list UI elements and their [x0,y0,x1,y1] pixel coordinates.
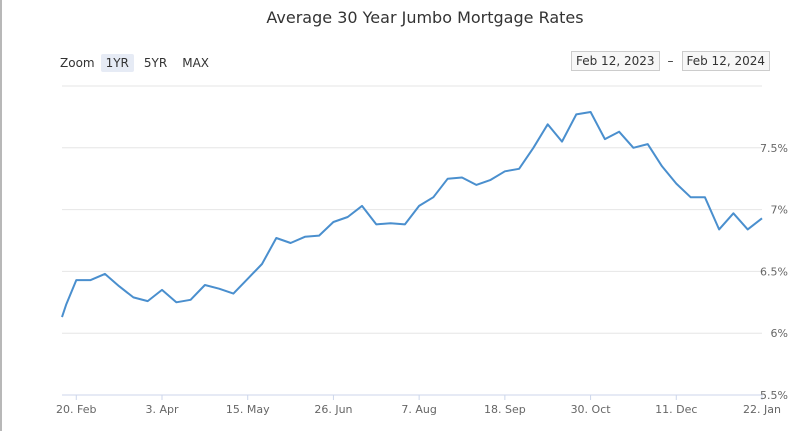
x-axis-ticks: 20. Feb 3. Apr 15. May 26. Jun 7. Aug 18. Sep… [56,395,781,416]
rate-line [61,111,763,318]
x-tick-label: 30. Oct [571,403,612,416]
x-tick-label: 11. Dec [655,403,697,416]
x-tick-label: 7. Aug [401,403,436,416]
zoom-bar: Zoom 1YR 5YR MAX [60,53,219,73]
chart-title: Average 30 Year Jumbo Mortgage Rates [266,8,584,27]
x-tick-label: 3. Apr [145,403,178,416]
zoom-label: Zoom [60,56,95,70]
y-tick-label: 5.5% [760,389,788,402]
frame-left-border [0,0,2,431]
zoom-5yr-button[interactable]: 5YR [143,56,168,70]
x-tick-label: 15. May [226,403,270,416]
y-tick-label: 6% [771,327,788,340]
x-tick-label: 20. Feb [56,403,96,416]
date-range: Feb 12, 2023 – Feb 12, 2024 [571,51,770,71]
range-from-input[interactable]: Feb 12, 2023 [571,51,660,71]
zoom-max-button[interactable]: MAX [182,56,210,70]
y-tick-label: 6.5% [760,265,788,278]
y-tick-label: 7.5% [760,142,788,155]
range-to-input[interactable]: Feb 12, 2024 [681,51,770,71]
y-axis-ticks: 5.5% 6% 6.5% 7% 7.5% [760,142,788,402]
y-tick-label: 7% [771,204,788,217]
range-separator: – [667,54,674,68]
x-tick-label: 18. Sep [484,403,526,416]
zoom-1yr-button[interactable]: 1YR [100,54,134,72]
x-tick-label: 22. Jan [743,403,781,416]
grid-lines [62,85,762,396]
x-tick-label: 26. Jun [314,403,352,416]
